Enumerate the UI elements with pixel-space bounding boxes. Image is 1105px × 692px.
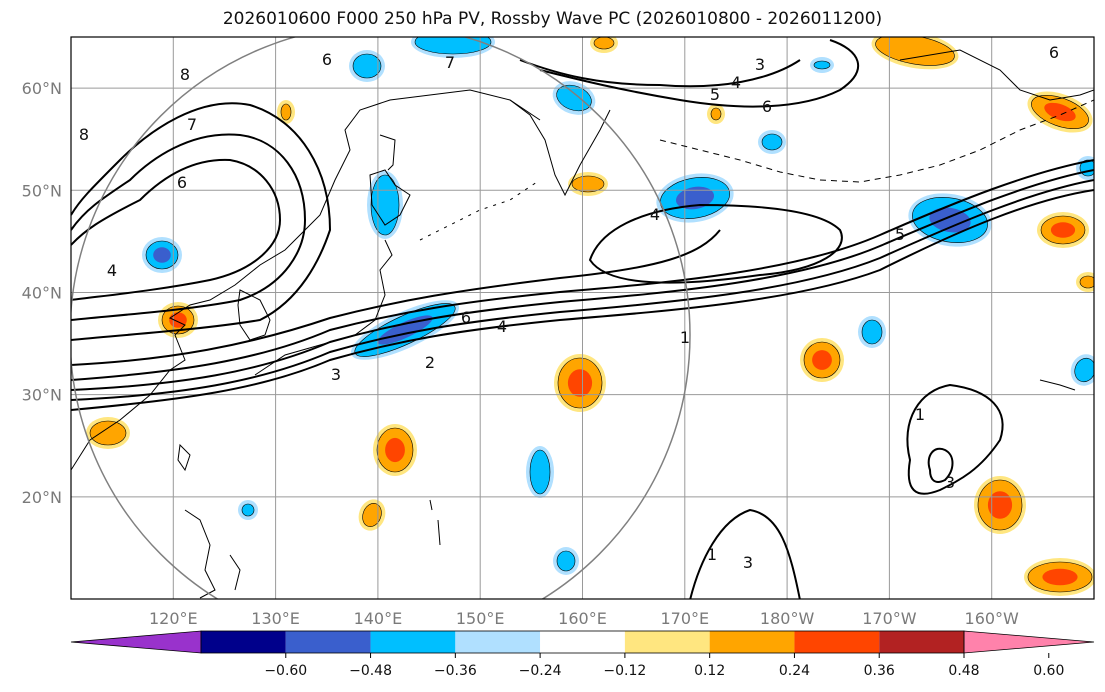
- colorbar-tick-label: 0.36: [864, 663, 895, 679]
- colorbar-tick-label: 0.12: [694, 663, 725, 679]
- anomaly-blob: [1076, 156, 1094, 180]
- anomaly-blob: [871, 37, 959, 70]
- latitude-label: 40°N: [22, 283, 62, 302]
- contour-label: 8: [79, 125, 89, 144]
- longitude-label: 140°E: [354, 609, 403, 628]
- contour-label: 1: [707, 545, 717, 564]
- anomaly-blob: [908, 193, 992, 247]
- anomaly-blob: [142, 237, 182, 273]
- anomaly-blob: [554, 354, 606, 412]
- colorbar-segment: [540, 631, 625, 653]
- colorbar-segment: [201, 631, 286, 653]
- map-frame: [70, 36, 1095, 600]
- anomaly-blob: [590, 37, 618, 53]
- anomaly-blob: [1076, 272, 1094, 292]
- longitude-label: 180°W: [760, 609, 815, 628]
- anomaly-blob: [810, 57, 834, 73]
- anomaly-blob: [526, 446, 554, 498]
- contour-label: 1: [680, 328, 690, 347]
- contour-label: 4: [107, 261, 117, 280]
- contour-label: 3: [755, 55, 765, 74]
- colorbar-tick-label: −0.12: [603, 663, 646, 679]
- contour-label: 6: [762, 97, 772, 116]
- longitude-label: 170°E: [660, 609, 709, 628]
- contour-label: 3: [331, 365, 341, 384]
- colorbar-tick-label: 0.48: [948, 663, 979, 679]
- anomaly-blob: [758, 130, 786, 154]
- anomaly-blob: [1070, 354, 1094, 386]
- colorbar-segment: [370, 631, 456, 653]
- anomaly-blob: [800, 338, 844, 382]
- contour-label: 6: [1049, 43, 1059, 62]
- latitude-labels: 60°N 50°N 40°N 30°N 20°N: [22, 79, 62, 507]
- anomaly-blob: [553, 547, 579, 575]
- colorbar: −0.60 −0.48 −0.36 −0.24 −0.12 0.12 0.24 0.36 0.4…: [70, 630, 1095, 679]
- longitude-label: 160°W: [965, 609, 1020, 628]
- latitude-label: 20°N: [22, 488, 62, 507]
- colorbar-tick-label: 0.24: [779, 663, 810, 679]
- contour-label: 4: [650, 205, 660, 224]
- colorbar-tick-label: −0.24: [519, 663, 562, 679]
- contour-label: 2: [425, 353, 435, 372]
- colorbar-segment: [879, 631, 964, 653]
- anomaly-blob: [238, 500, 258, 520]
- anomaly-blob: [411, 37, 495, 58]
- contour-label: 1: [915, 405, 925, 424]
- contour-label: 7: [445, 53, 455, 72]
- colorbar-tick-label: 0.60: [1033, 663, 1064, 679]
- anomaly-blob: [858, 316, 886, 348]
- pv-contours: [71, 39, 1094, 599]
- colorbar-segment: [794, 631, 880, 653]
- contour-label: 6: [461, 308, 471, 327]
- latitude-label: 50°N: [22, 181, 62, 200]
- latitude-label: 60°N: [22, 79, 62, 98]
- contour-label: 3: [945, 473, 955, 492]
- map-title: 2026010600 F000 250 hPa PV, Rossby Wave …: [222, 9, 883, 29]
- anomaly-blob: [568, 172, 608, 196]
- longitude-label: 160°E: [558, 609, 607, 628]
- anomaly-blob: [1037, 212, 1089, 248]
- anomaly-blob: [373, 424, 417, 476]
- colorbar-segment: [624, 631, 710, 653]
- contour-label: 6: [322, 50, 332, 69]
- anomaly-blob: [349, 50, 385, 82]
- colorbar-segment: [285, 631, 371, 653]
- colorbar-outline: [200, 630, 965, 654]
- contour-label: 8: [180, 65, 190, 84]
- anomaly-blob: [1027, 91, 1093, 133]
- colorbar-segment: [709, 631, 795, 653]
- anomaly-blob: [277, 100, 295, 124]
- longitude-label: 150°E: [456, 609, 505, 628]
- contour-label: 7: [187, 115, 197, 134]
- colorbar-extend-max: [963, 630, 1095, 654]
- anomaly-blob: [358, 499, 386, 531]
- contour-label: 5: [710, 85, 720, 104]
- longitude-label: 170°W: [862, 609, 917, 628]
- colorbar-tick-label: −0.48: [349, 663, 392, 679]
- anomaly-blob: [707, 104, 725, 124]
- anomaly-blob: [1024, 558, 1094, 596]
- graticule: [71, 37, 1094, 599]
- colorbar-extend-min: [70, 630, 202, 654]
- contour-label: 3: [743, 553, 753, 572]
- contour-label: 5: [895, 225, 905, 244]
- contour-label: 4: [731, 73, 741, 92]
- colorbar-tick-label: −0.60: [264, 663, 307, 679]
- colorbar-tick-label: −0.36: [434, 663, 477, 679]
- projection-circle: [71, 37, 691, 599]
- contour-label: 4: [497, 317, 507, 336]
- latitude-label: 30°N: [22, 386, 62, 405]
- anomaly-blob: [974, 476, 1026, 534]
- longitude-label: 120°E: [149, 609, 198, 628]
- contour-label: 6: [177, 173, 187, 192]
- longitude-labels: 120°E 130°E 140°E 150°E 160°E 170°E 180°W 170°W…: [149, 609, 1019, 628]
- anomaly-blob: [86, 417, 130, 449]
- longitude-label: 130°E: [251, 609, 300, 628]
- colorbar-segment: [455, 631, 541, 653]
